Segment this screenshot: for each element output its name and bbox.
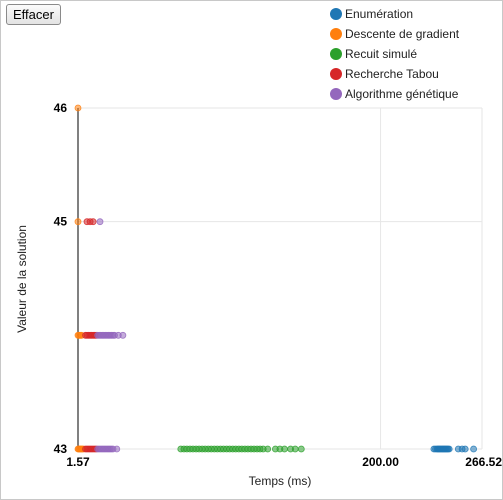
legend-entry[interactable]: Algorithme génétique (345, 87, 459, 101)
data-points (74, 104, 478, 453)
y-axis-label: Valeur de la solution (15, 225, 29, 333)
data-point[interactable] (264, 445, 272, 453)
data-point[interactable] (113, 445, 121, 453)
x-tick-label: 1.57 (66, 455, 90, 469)
legend-swatch[interactable] (330, 28, 342, 40)
grid (78, 107, 483, 450)
legend-entry[interactable]: Recherche Tabou (345, 67, 439, 81)
data-point[interactable] (74, 218, 82, 226)
legend-swatch[interactable] (330, 8, 342, 20)
legend-swatch[interactable] (330, 68, 342, 80)
x-tick-label: 200.00 (362, 455, 399, 469)
data-point[interactable] (281, 445, 288, 453)
legend-entry[interactable]: Enumération (345, 7, 413, 21)
data-point[interactable] (291, 445, 299, 453)
x-axis-label: Temps (ms) (249, 474, 312, 488)
data-point[interactable] (96, 218, 104, 226)
data-point[interactable] (461, 445, 469, 453)
legend-swatch[interactable] (330, 88, 342, 100)
legend-swatch[interactable] (330, 48, 342, 60)
data-point[interactable] (445, 445, 453, 453)
data-point[interactable] (297, 445, 305, 453)
y-tick-label: 46 (54, 101, 68, 115)
axes: 46 45 431.57 200.00 266.52 (54, 101, 503, 469)
data-point[interactable] (74, 104, 82, 112)
x-tick-label: 266.52 (465, 455, 502, 469)
legend: Enumération Descente de gradient Recuit si… (330, 7, 460, 101)
data-point[interactable] (119, 331, 127, 339)
legend-entry[interactable]: Recuit simulé (345, 47, 417, 61)
y-tick-label: 45 (54, 215, 68, 229)
data-point[interactable] (89, 218, 97, 226)
clear-button[interactable]: Effacer (6, 4, 61, 25)
data-point[interactable] (470, 445, 478, 453)
y-tick-label: 43 (54, 442, 68, 456)
legend-entry[interactable]: Descente de gradient (345, 27, 460, 41)
